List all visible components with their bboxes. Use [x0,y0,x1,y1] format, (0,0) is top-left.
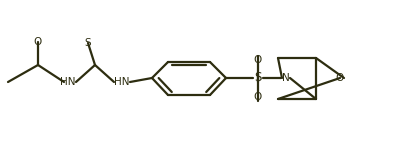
Text: S: S [254,72,261,84]
Text: S: S [85,38,91,48]
Text: O: O [253,55,261,65]
Text: HN: HN [114,77,129,87]
Text: O: O [253,92,261,102]
Text: O: O [335,73,343,83]
Text: O: O [34,37,42,47]
Text: HN: HN [60,77,76,87]
Text: N: N [281,73,289,83]
